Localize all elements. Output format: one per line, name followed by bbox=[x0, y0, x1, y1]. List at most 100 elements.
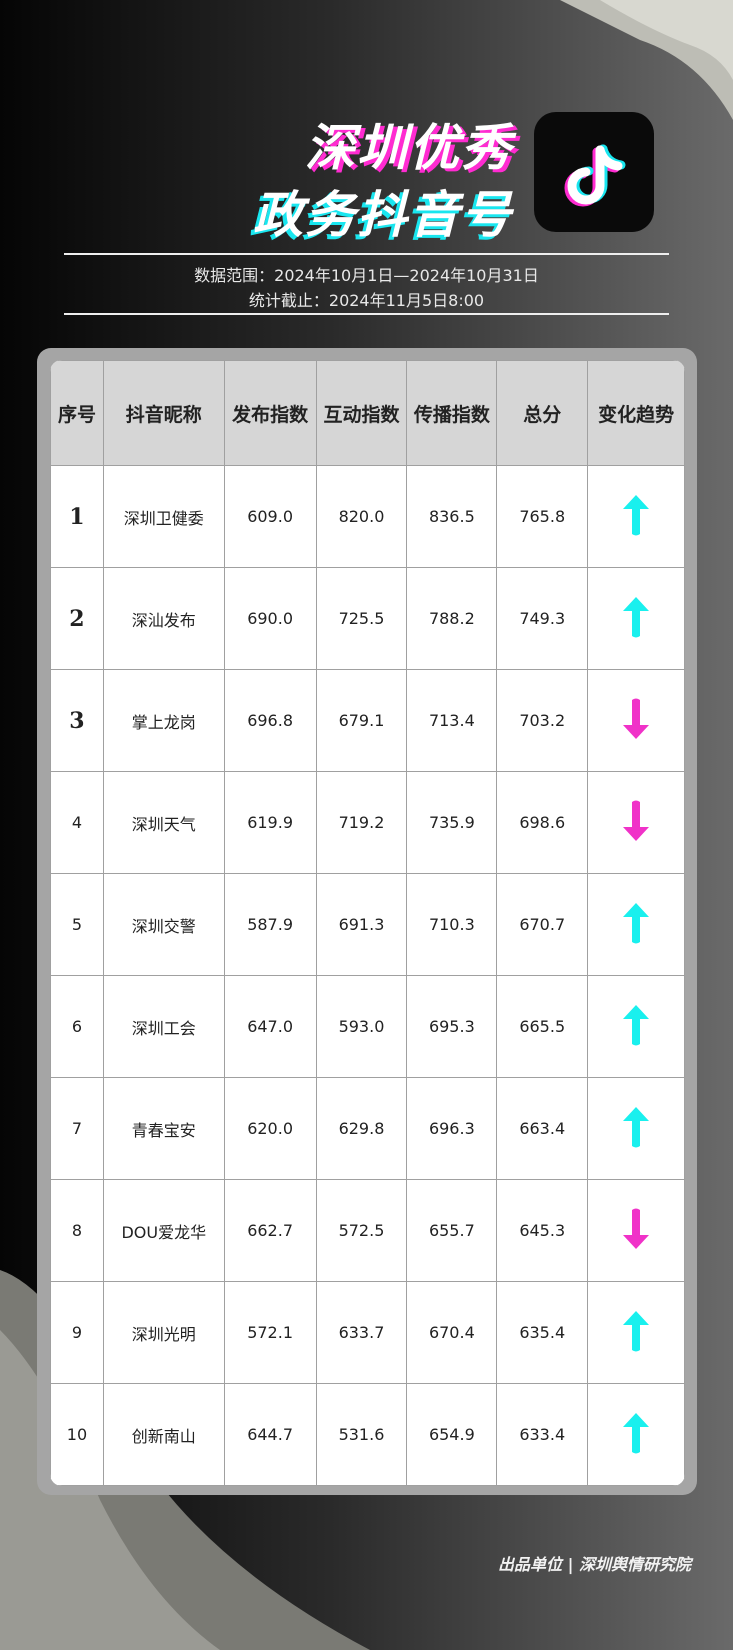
column-header: 总分 bbox=[496, 360, 589, 466]
douyin-logo-icon bbox=[534, 112, 654, 232]
ranking-table: 序号 抖音昵称 发布指数 互动指数 传播指数 总分 变化趋势 1 深圳卫健委 609.0 820.… bbox=[50, 360, 685, 1486]
cell-name: 深圳光明 bbox=[102, 1281, 225, 1384]
cell-trend bbox=[587, 873, 685, 976]
cell-trend bbox=[587, 771, 685, 874]
cell-rank: 2 bbox=[50, 567, 104, 670]
cell-trend bbox=[587, 465, 685, 568]
arrow-up-icon bbox=[623, 1412, 650, 1453]
cell-name: 深汕发布 bbox=[102, 567, 225, 670]
cell-rank: 8 bbox=[50, 1179, 104, 1282]
cell-name: 创新南山 bbox=[102, 1383, 225, 1486]
cell-publish: 609.0 bbox=[223, 465, 317, 568]
cell-total: 670.7 bbox=[496, 873, 589, 976]
cell-trend bbox=[587, 1179, 685, 1282]
cell-name: 掌上龙岗 bbox=[102, 669, 225, 772]
table-header: 序号 抖音昵称 发布指数 互动指数 传播指数 总分 变化趋势 bbox=[50, 360, 685, 466]
cell-interact: 820.0 bbox=[315, 465, 408, 568]
column-header: 变化趋势 bbox=[587, 360, 685, 466]
cell-name: 深圳卫健委 bbox=[102, 465, 225, 568]
cell-spread: 788.2 bbox=[406, 567, 498, 670]
table-row: 4 深圳天气 619.9 719.2 735.9 698.6 bbox=[50, 771, 685, 874]
cutoff-time: 统计截止：2024年11月5日8:00 bbox=[248, 291, 485, 310]
cell-publish: 572.1 bbox=[223, 1281, 317, 1384]
table-row: 9 深圳光明 572.1 633.7 670.4 635.4 bbox=[50, 1281, 685, 1384]
table-row: 6 深圳工会 647.0 593.0 695.3 665.5 bbox=[50, 975, 685, 1078]
cell-publish: 647.0 bbox=[223, 975, 317, 1078]
arrow-down-icon bbox=[623, 698, 650, 739]
cell-spread: 713.4 bbox=[406, 669, 498, 772]
cell-spread: 695.3 bbox=[406, 975, 498, 1078]
cell-interact: 593.0 bbox=[315, 975, 408, 1078]
table-row: 7 青春宝安 620.0 629.8 696.3 663.4 bbox=[50, 1077, 685, 1180]
cell-publish: 620.0 bbox=[223, 1077, 317, 1180]
arrow-down-icon bbox=[623, 1208, 650, 1249]
cell-interact: 572.5 bbox=[315, 1179, 408, 1282]
data-range: 数据范围：2024年10月1日—2024年10月31日 bbox=[194, 266, 539, 285]
table-row: 1 深圳卫健委 609.0 820.0 836.5 765.8 bbox=[50, 465, 685, 568]
cell-spread: 654.9 bbox=[406, 1383, 498, 1486]
cell-spread: 655.7 bbox=[406, 1179, 498, 1282]
table-row: 3 掌上龙岗 696.8 679.1 713.4 703.2 bbox=[50, 669, 685, 772]
cell-rank: 7 bbox=[50, 1077, 104, 1180]
cell-rank: 3 bbox=[50, 669, 104, 772]
cell-interact: 719.2 bbox=[315, 771, 408, 874]
cell-total: 765.8 bbox=[496, 465, 589, 568]
cell-name: 青春宝安 bbox=[102, 1077, 225, 1180]
cell-spread: 836.5 bbox=[406, 465, 498, 568]
column-header: 序号 bbox=[50, 360, 104, 466]
cell-rank: 6 bbox=[50, 975, 104, 1078]
cell-trend bbox=[587, 669, 685, 772]
column-header: 互动指数 bbox=[315, 360, 408, 466]
divider-bottom bbox=[64, 313, 669, 315]
cell-total: 635.4 bbox=[496, 1281, 589, 1384]
cell-spread: 696.3 bbox=[406, 1077, 498, 1180]
cell-publish: 619.9 bbox=[223, 771, 317, 874]
cell-publish: 644.7 bbox=[223, 1383, 317, 1486]
title-line-1: 深圳优秀 bbox=[305, 119, 513, 177]
cell-total: 633.4 bbox=[496, 1383, 589, 1486]
cell-total: 703.2 bbox=[496, 669, 589, 772]
cell-name: 深圳交警 bbox=[102, 873, 225, 976]
cell-trend bbox=[587, 1281, 685, 1384]
cell-rank: 4 bbox=[50, 771, 104, 874]
cell-total: 698.6 bbox=[496, 771, 589, 874]
cell-rank: 10 bbox=[50, 1383, 104, 1486]
arrow-up-icon bbox=[623, 902, 650, 943]
arrow-up-icon bbox=[623, 1310, 650, 1351]
cell-interact: 679.1 bbox=[315, 669, 408, 772]
cell-name: DOU爱龙华 bbox=[102, 1179, 225, 1282]
arrow-up-icon bbox=[623, 1004, 650, 1045]
arrow-up-icon bbox=[623, 596, 650, 637]
cell-publish: 690.0 bbox=[223, 567, 317, 670]
table-row: 5 深圳交警 587.9 691.3 710.3 670.7 bbox=[50, 873, 685, 976]
cell-rank: 9 bbox=[50, 1281, 104, 1384]
cell-trend bbox=[587, 975, 685, 1078]
cell-total: 645.3 bbox=[496, 1179, 589, 1282]
cell-interact: 691.3 bbox=[315, 873, 408, 976]
cell-spread: 670.4 bbox=[406, 1281, 498, 1384]
table-row: 8 DOU爱龙华 662.7 572.5 655.7 645.3 bbox=[50, 1179, 685, 1282]
cell-publish: 696.8 bbox=[223, 669, 317, 772]
cell-name: 深圳工会 bbox=[102, 975, 225, 1078]
column-header: 发布指数 bbox=[223, 360, 317, 466]
column-header: 抖音昵称 bbox=[102, 360, 225, 466]
divider-top bbox=[64, 253, 669, 255]
cell-spread: 735.9 bbox=[406, 771, 498, 874]
table-row: 2 深汕发布 690.0 725.5 788.2 749.3 bbox=[50, 567, 685, 670]
table-row: 10 创新南山 644.7 531.6 654.9 633.4 bbox=[50, 1383, 685, 1486]
cell-name: 深圳天气 bbox=[102, 771, 225, 874]
footer-credit: 出品单位 | 深圳舆情研究院 bbox=[498, 1555, 691, 1574]
arrow-up-icon bbox=[623, 1106, 650, 1147]
cell-publish: 587.9 bbox=[223, 873, 317, 976]
arrow-down-icon bbox=[623, 800, 650, 841]
cell-spread: 710.3 bbox=[406, 873, 498, 976]
cell-trend bbox=[587, 567, 685, 670]
cell-interact: 531.6 bbox=[315, 1383, 408, 1486]
cell-trend bbox=[587, 1077, 685, 1180]
cell-rank: 5 bbox=[50, 873, 104, 976]
cell-publish: 662.7 bbox=[223, 1179, 317, 1282]
cell-interact: 633.7 bbox=[315, 1281, 408, 1384]
cell-total: 749.3 bbox=[496, 567, 589, 670]
cell-total: 663.4 bbox=[496, 1077, 589, 1180]
cell-interact: 629.8 bbox=[315, 1077, 408, 1180]
